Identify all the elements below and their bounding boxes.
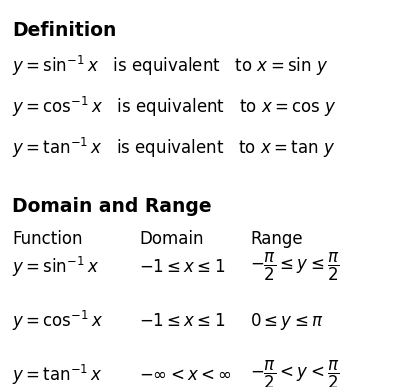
- Text: Function: Function: [12, 230, 83, 248]
- Text: Domain and Range: Domain and Range: [12, 197, 212, 216]
- Text: Definition: Definition: [12, 21, 116, 40]
- Text: $-1 \leq x \leq 1$: $-1 \leq x \leq 1$: [139, 258, 225, 276]
- Text: $0 \leq y \leq \pi$: $0 \leq y \leq \pi$: [250, 311, 324, 332]
- Text: $y = \cos^{-1} x$   is equivalent   to $x = \cos\, y$: $y = \cos^{-1} x$ is equivalent to $x = …: [12, 95, 337, 119]
- Text: $y = \cos^{-1} x$: $y = \cos^{-1} x$: [12, 309, 103, 333]
- Text: $-\infty < x < \infty$: $-\infty < x < \infty$: [139, 366, 231, 384]
- Text: $-\dfrac{\pi}{2} < y < \dfrac{\pi}{2}$: $-\dfrac{\pi}{2} < y < \dfrac{\pi}{2}$: [250, 359, 340, 387]
- Text: $y = \tan^{-1} x$   is equivalent   to $x = \tan\, y$: $y = \tan^{-1} x$ is equivalent to $x = …: [12, 135, 335, 159]
- Text: $y = \sin^{-1} x$   is equivalent   to $x = \sin\, y$: $y = \sin^{-1} x$ is equivalent to $x = …: [12, 54, 328, 78]
- Text: $y = \tan^{-1} x$: $y = \tan^{-1} x$: [12, 363, 102, 387]
- Text: Domain: Domain: [139, 230, 203, 248]
- Text: Range: Range: [250, 230, 303, 248]
- Text: $y = \sin^{-1} x$: $y = \sin^{-1} x$: [12, 255, 99, 279]
- Text: $-\dfrac{\pi}{2} \leq y \leq \dfrac{\pi}{2}$: $-\dfrac{\pi}{2} \leq y \leq \dfrac{\pi}…: [250, 251, 340, 283]
- Text: $-1 \leq x \leq 1$: $-1 \leq x \leq 1$: [139, 312, 225, 330]
